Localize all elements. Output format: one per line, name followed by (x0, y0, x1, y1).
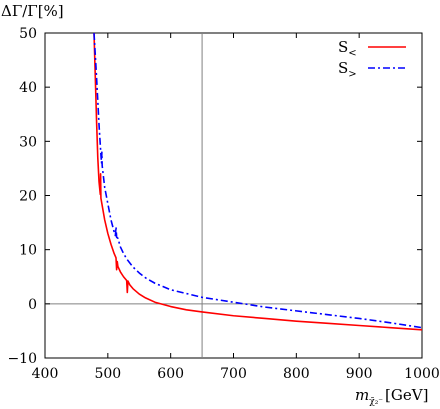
legend-label-s-greater: S> (338, 59, 357, 80)
y-axis-title: ΔΓ/Γ[%] (1, 2, 64, 20)
x-tick-label: 600 (157, 366, 184, 382)
x-tick-label: 900 (346, 366, 373, 382)
x-tick-label: 700 (220, 366, 247, 382)
legend: S< S> (338, 38, 406, 80)
x-axis-title-symbol: m (355, 386, 369, 404)
axis-ticks: 400 500 600 700 800 900 1000 −10 0 10 20 30 40 50 (7, 26, 439, 382)
series-line-s-less (93, 32, 423, 331)
y-tick-label: 40 (19, 80, 37, 96)
y-tick-label: 10 (19, 243, 37, 259)
y-tick-label: 0 (28, 297, 37, 313)
legend-label-s-greater-base: S (338, 59, 348, 77)
y-tick-label: −10 (7, 351, 37, 367)
x-tick-label: 500 (94, 366, 121, 382)
x-axis-title: mχ̃₂⁻ [GeV] (355, 386, 428, 407)
legend-entry-s-greater: S> (338, 59, 406, 80)
reference-lines (45, 33, 422, 358)
legend-entry-s-less: S< (338, 38, 406, 59)
series-layer (93, 32, 423, 331)
x-tick-label: 1000 (404, 366, 440, 382)
series-line-s-greater (93, 32, 423, 329)
x-tick-label: 800 (283, 366, 310, 382)
y-tick-label: 50 (19, 26, 37, 42)
legend-label-s-less-sub: < (348, 48, 356, 59)
y-tick-label: 30 (19, 134, 37, 150)
legend-label-s-less: S< (338, 38, 357, 59)
x-axis-title-subscript: χ̃₂⁻ (369, 396, 383, 407)
x-axis-title-unit: [GeV] (385, 386, 428, 404)
legend-label-s-greater-sub: > (348, 69, 356, 80)
y-tick-label: 20 (19, 189, 37, 205)
legend-label-s-less-base: S (338, 38, 348, 56)
x-tick-label: 400 (32, 366, 59, 382)
